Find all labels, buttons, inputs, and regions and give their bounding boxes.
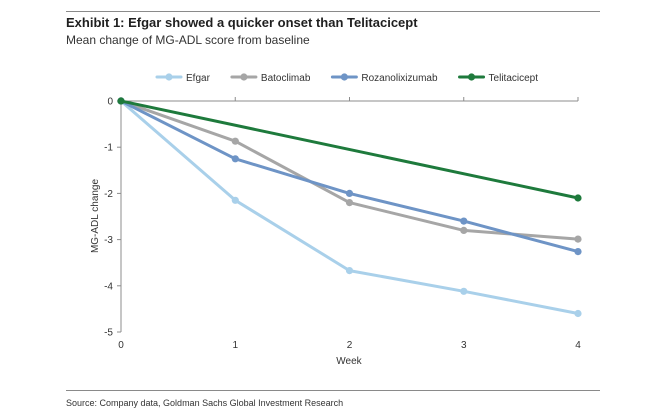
chart-subtitle: Mean change of MG-ADL score from baselin… [66,33,310,47]
data-point-efgar [231,196,239,204]
data-point-efgar [574,309,582,318]
data-point-batoclimab [460,226,468,234]
bottom-rule [66,390,600,391]
legend-label: Batoclimab [261,73,311,84]
legend-item-rozanolixizumab: Rozanolixizumab [330,73,438,84]
x-axis: 0 1 2 3 4 [118,97,581,351]
series-batoclimab [117,97,582,243]
y-tick-label: -4 [104,281,113,292]
y-tick-label: -1 [104,143,113,154]
data-point-rozanolixizumab [231,155,239,163]
data-point-efgar [460,287,468,295]
data-point-batoclimab [345,199,354,207]
y-tick-label: -3 [104,235,113,246]
data-point-rozanolixizumab [460,217,468,225]
data-point-batoclimab [231,137,239,145]
x-tick-label: 3 [461,340,467,351]
legend-item-telitacicept: Telitacicept [458,73,539,84]
series-line-telitacicept [119,99,580,200]
legend-item-batoclimab: Batoclimab [230,73,311,84]
x-axis-label: Week [336,356,362,367]
y-tick-label: -2 [104,189,113,200]
data-point-telitacicept [574,194,582,202]
series-rozanolixizumab [117,97,582,256]
y-tick-label: 0 [107,97,113,108]
data-point-telitacicept [117,97,125,105]
source-note: Source: Company data, Goldman Sachs Glob… [66,398,344,408]
y-axis-label: MG-ADL change [90,179,101,254]
line-chart: Efgar Batoclimab Rozanolixizumab Telitacice… [90,73,582,367]
series-efgar [117,97,582,318]
data-point-rozanolixizumab [345,189,354,197]
data-point-rozanolixizumab [574,248,582,256]
legend-swatch-marker [467,73,476,81]
x-tick-label: 2 [347,340,353,351]
legend: Efgar Batoclimab Rozanolixizumab Telitacice… [155,73,539,84]
y-tick-label: -5 [104,328,113,339]
legend-swatch-marker [240,73,248,81]
data-point-batoclimab [574,235,582,243]
series-telitacicept [117,97,582,202]
legend-swatch-marker [340,73,348,81]
legend-label: Rozanolixizumab [361,73,438,84]
x-tick-label: 0 [118,340,124,351]
series-line-batoclimab [119,99,580,241]
x-tick-label: 4 [575,340,581,351]
series-lines [117,97,582,318]
legend-label: Telitacicept [489,73,539,84]
legend-item-efgar: Efgar [155,73,211,84]
legend-label: Efgar [186,73,211,84]
chart-title: Exhibit 1: Efgar showed a quicker onset … [66,15,418,30]
y-axis: 0 -1 -2 -3 -4 -5 [104,97,122,339]
legend-swatch-marker [165,73,173,81]
data-point-efgar [345,267,354,275]
series-line-efgar [119,99,580,315]
x-tick-label: 1 [232,340,238,351]
top-rule [66,11,600,12]
